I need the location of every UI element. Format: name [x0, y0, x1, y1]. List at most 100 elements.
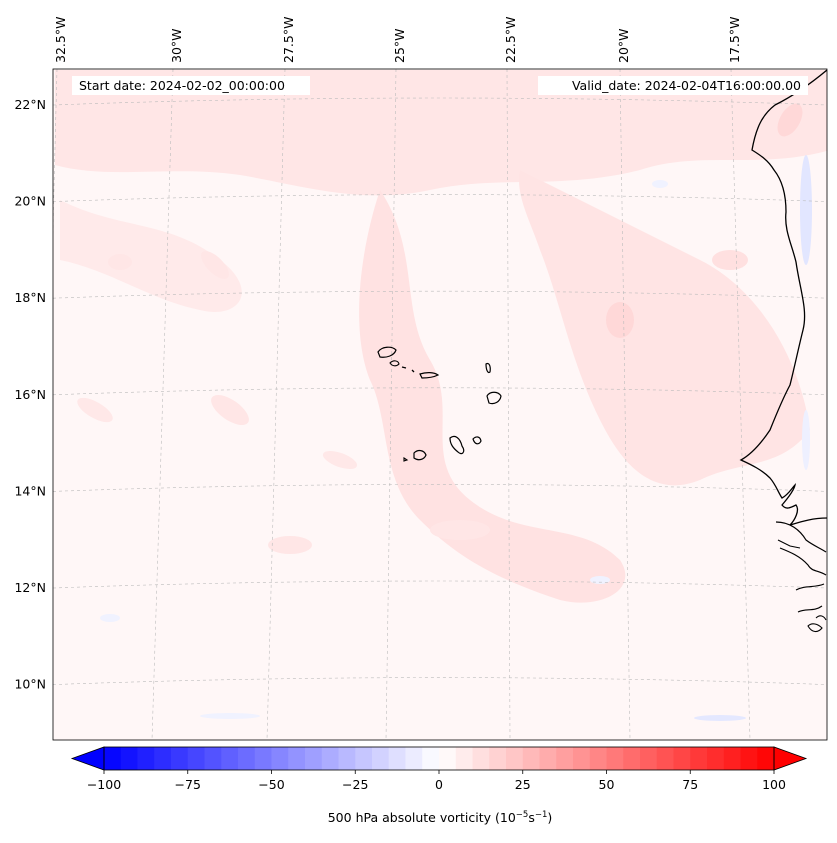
colorbar-tick-label: 100	[762, 777, 786, 792]
latitude-label: 16°N	[14, 387, 46, 402]
colorbar-cell	[606, 747, 624, 770]
parallel-gridline	[53, 484, 827, 492]
colorbar-tick-label: −100	[87, 777, 121, 792]
colorbar-cell	[522, 747, 540, 770]
island-islet	[411, 369, 415, 373]
colorbar-tick-label: −50	[258, 777, 284, 792]
colorbar-cell	[656, 747, 674, 770]
island-bijagos	[807, 623, 823, 633]
coastline-bijagos	[797, 605, 823, 613]
colorbar-cell	[321, 747, 339, 770]
colorbar-cell	[556, 747, 574, 770]
colorbar-tick-label: 0	[435, 777, 443, 792]
vorticity-band-north	[55, 70, 827, 196]
colorbar-cell	[539, 747, 557, 770]
start-date-box	[72, 76, 310, 95]
meridian-gridline	[151, 69, 174, 740]
colorbar-cell	[187, 747, 205, 770]
island-fogo	[413, 449, 427, 461]
colorbar-cell	[589, 747, 607, 770]
island-sao-vicente	[389, 360, 400, 367]
vorticity-patch	[77, 397, 113, 423]
colorbar-cell	[355, 747, 373, 770]
map-panel: Start date: 2024-02-02_00:00:00 Valid_da…	[14, 17, 828, 741]
colorbar-tick-label: 75	[682, 777, 698, 792]
latitude-label: 20°N	[14, 194, 46, 209]
colorbar-cell	[673, 747, 691, 770]
colorbar: −100 −75 −50 −25 0 25 50 75 100 500 hPa absolute…	[70, 746, 808, 825]
colorbar-cell	[137, 747, 155, 770]
vorticity-patch	[430, 520, 490, 540]
colorbar-cell	[455, 747, 473, 770]
colorbar-cell	[305, 747, 323, 770]
coastline-africa	[739, 69, 827, 526]
colorbar-cell	[573, 747, 591, 770]
colorbar-cell	[723, 747, 741, 770]
vorticity-field	[53, 69, 827, 740]
vorticity-patch	[268, 536, 312, 554]
parallel-gridline	[53, 387, 827, 396]
latitude-label: 12°N	[14, 580, 46, 595]
colorbar-cell	[372, 747, 390, 770]
meridian-gridline	[385, 69, 397, 740]
longitude-label: 20°W	[616, 28, 631, 63]
colorbar-tick-label: −75	[175, 777, 201, 792]
meridian-gridline	[266, 69, 286, 740]
parallel-gridline	[53, 97, 827, 106]
island-sao-nicolau	[419, 372, 440, 379]
vorticity-patch	[777, 103, 803, 137]
coastline-gambia	[775, 521, 827, 553]
map-frame	[52, 68, 828, 741]
vorticity-patch-west	[60, 200, 242, 312]
meridian-gridline	[506, 69, 511, 740]
vorticity-negative-patch	[652, 180, 668, 188]
start-date-label: Start date: 2024-02-02_00:00:00	[79, 78, 285, 93]
colorbar-cell	[238, 747, 256, 770]
colorbar-cell	[640, 747, 658, 770]
colorbar-extend-max	[773, 746, 808, 771]
meridian-gridline	[619, 69, 631, 740]
vorticity-negative-strip	[800, 155, 812, 265]
island-boa-vista	[486, 391, 502, 405]
longitude-label: 25°W	[392, 28, 407, 63]
longitude-label: 27.5°W	[281, 17, 296, 63]
meridian-gridline	[730, 69, 751, 740]
colorbar-cell	[104, 747, 122, 770]
vorticity-negative-patch	[100, 614, 120, 622]
valid-date-label: Valid_date: 2024-02-04T16:00:00.00	[572, 78, 801, 93]
colorbar-cell	[707, 747, 725, 770]
parallel-gridline	[53, 580, 827, 589]
colorbar-cell	[338, 747, 356, 770]
colorbar-cell	[221, 747, 239, 770]
vorticity-negative-patch	[200, 713, 260, 719]
colorbar-cell	[288, 747, 306, 770]
vorticity-patch	[606, 302, 634, 338]
vorticity-patch	[211, 394, 249, 426]
vorticity-negative-strip	[802, 410, 810, 470]
colorbar-cell	[154, 747, 172, 770]
coastline-river	[777, 539, 801, 549]
colorbar-cell	[388, 747, 406, 770]
colorbar-ticks: −100 −75 −50 −25 0 25 50 75 100	[87, 770, 786, 792]
parallel-gridline	[53, 194, 827, 202]
vorticity-patch	[201, 251, 229, 279]
longitude-label: 32.5°W	[53, 17, 68, 63]
colorbar-cell	[439, 747, 457, 770]
longitude-label: 30°W	[169, 28, 184, 63]
colorbar-tick-label: −25	[342, 777, 368, 792]
latitude-label: 18°N	[14, 290, 46, 305]
latitude-label: 14°N	[14, 483, 46, 498]
coastline-casamance	[779, 547, 827, 576]
colorbar-cell	[254, 747, 272, 770]
gridlines	[53, 69, 827, 740]
colorbar-cell	[271, 747, 289, 770]
colorbar-cell	[422, 747, 440, 770]
colorbar-cell	[120, 747, 138, 770]
longitude-labels: 32.5°W 30°W 27.5°W 25°W 22.5°W 20°W 17.5°W	[53, 17, 742, 63]
colorbar-cell	[623, 747, 641, 770]
longitude-label: 17.5°W	[727, 17, 742, 63]
colorbar-label: 500 hPa absolute vorticity (10−5s−1)	[328, 810, 553, 825]
valid-date-box	[538, 76, 808, 95]
island-sal	[485, 362, 491, 374]
